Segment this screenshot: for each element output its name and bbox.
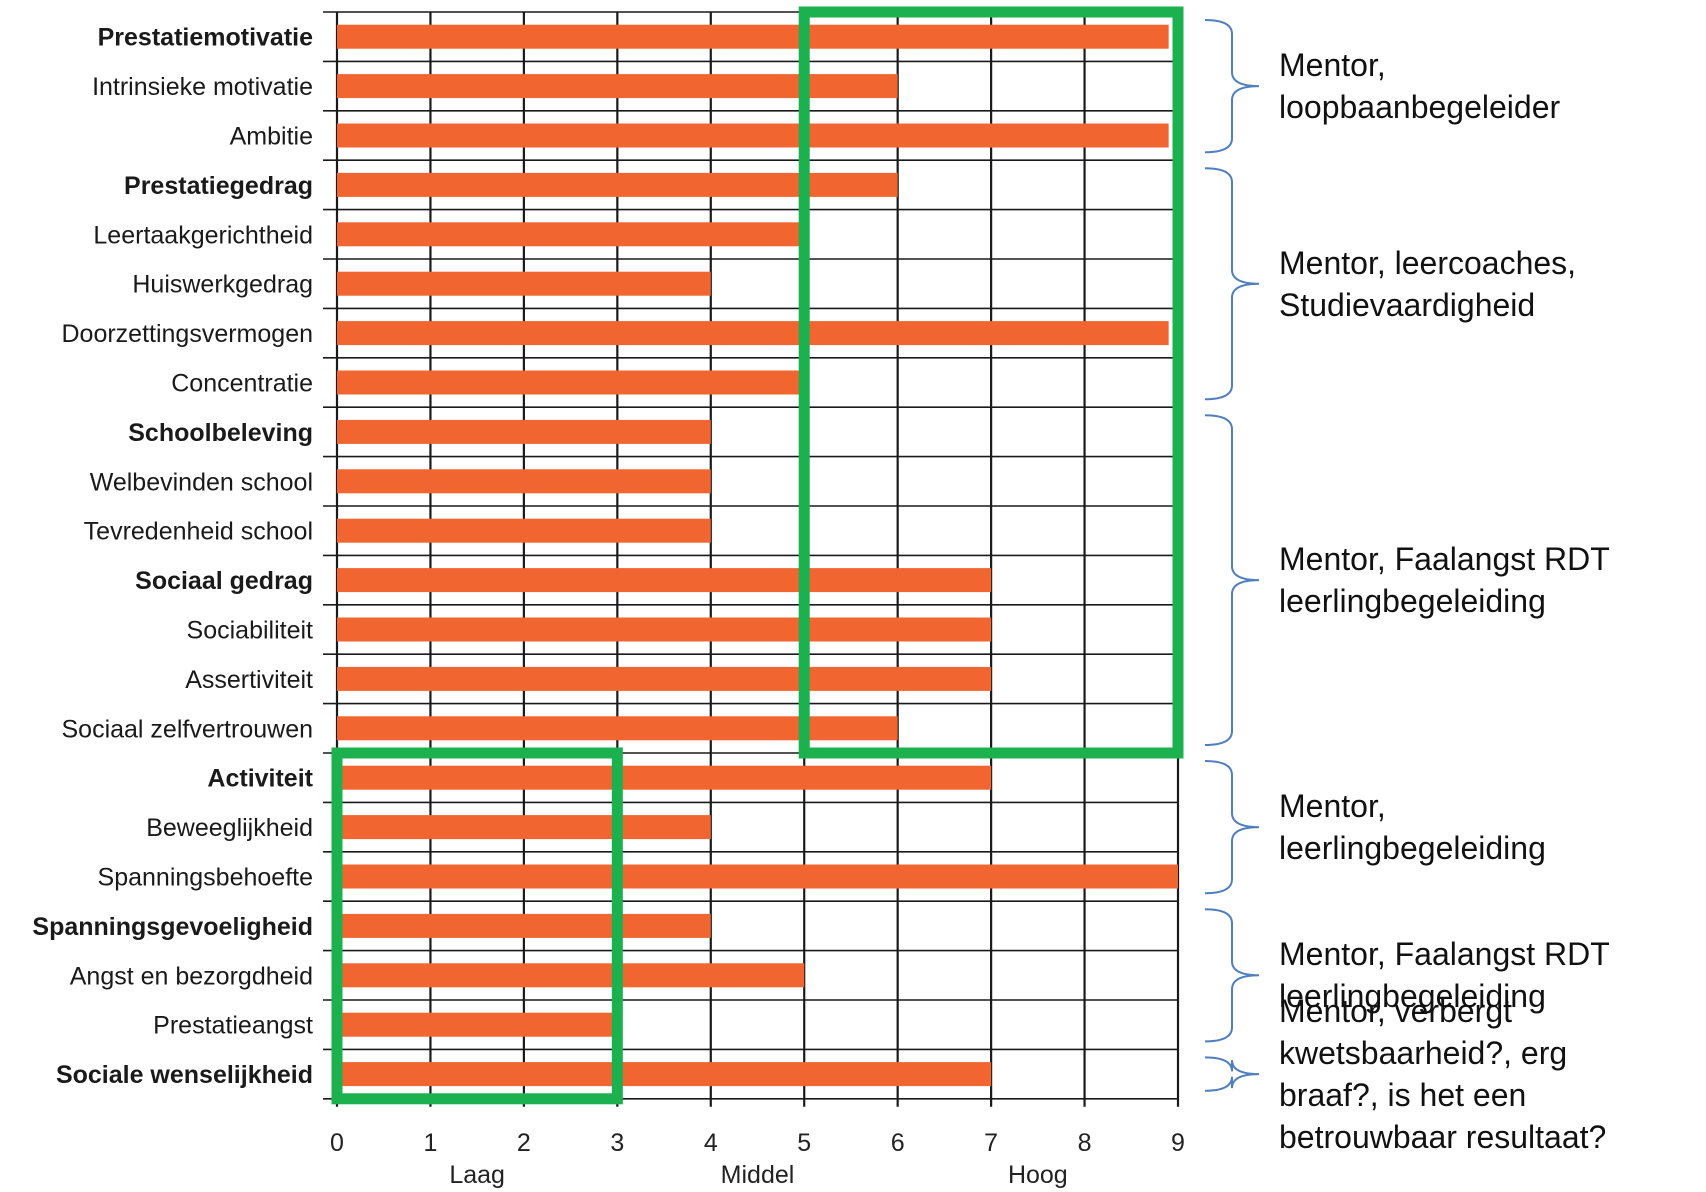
category-labels: Prestatiemotivatie Intrinsieke motivatie A… [32,24,313,1089]
category-label-10: Tevredenheid school [84,518,313,546]
bar-20 [337,1012,618,1037]
category-label-21: Sociale wenselijkheid [56,1061,313,1089]
category-label-0: Prestatiemotivatie [98,24,313,52]
tick-label-4: 4 [704,1129,718,1157]
tick-label-6: 6 [891,1129,905,1157]
group-note-0: Mentor, loopbaanbegeleider [1279,47,1561,126]
bar-15 [337,765,992,790]
bar-0 [337,24,1169,49]
bar-8 [337,419,711,444]
tick-label-3: 3 [610,1129,624,1157]
band-label-0: Laag [449,1161,505,1189]
bar-16 [337,815,711,840]
category-label-16: Beweeglijkheid [146,814,313,842]
highlight-box-1 [331,747,623,1105]
category-label-12: Sociabiliteit [187,617,314,645]
category-label-7: Concentratie [171,370,313,398]
category-label-6: Doorzettingsvermogen [61,320,313,348]
highlight-boxes [331,6,1184,1105]
bar-5 [337,271,711,296]
bar-21 [337,1062,992,1087]
brace-1 [1204,167,1260,401]
tick-label-8: 8 [1078,1129,1092,1157]
bar-4 [337,222,805,247]
brace-2 [1204,414,1260,746]
category-label-2: Ambitie [230,123,313,151]
bar-2 [337,123,1169,148]
brace-0 [1204,19,1260,154]
category-label-17: Spanningsbehoefte [98,864,313,892]
tick-label-7: 7 [984,1129,998,1157]
category-label-1: Intrinsieke motivatie [92,73,313,101]
bar-6 [337,321,1169,346]
category-label-20: Prestatieangst [153,1012,313,1040]
bar-12 [337,617,992,642]
bar-10 [337,518,711,543]
brace-5 [1204,1056,1260,1092]
category-label-8: Schoolbeleving [128,419,313,447]
bar-3 [337,172,898,197]
tick-label-1: 1 [423,1129,437,1157]
category-label-14: Sociaal zelfvertrouwen [61,715,313,743]
group-note-3: Mentor, leerlingbegeleiding [1279,788,1546,867]
bar-9 [337,469,711,494]
group-note-5: Mentor, verbergt kwetsbaarheid?, erg bra… [1279,993,1607,1156]
category-label-18: Spanningsgevoeligheid [32,913,313,941]
tick-label-2: 2 [517,1129,531,1157]
group-note-4: Mentor, Faalangst RDT leerlingbegeleidin… [1279,936,1610,1015]
category-label-4: Leertaakgerichtheid [93,221,313,249]
category-label-11: Sociaal gedrag [135,567,313,595]
group-note-1: Mentor, leercoaches, Studievaardigheid [1279,244,1577,323]
highlight-box-0 [798,6,1184,759]
bar-13 [337,666,992,691]
x-axis-ticks: 0 1 2 3 4 5 6 7 8 9 Laag Middel Hoog [330,1129,1185,1189]
bar-11 [337,568,992,593]
bar-1 [337,74,898,99]
category-label-9: Welbevinden school [90,468,313,496]
category-label-3: Prestatiegedrag [124,172,313,200]
band-label-2: Hoog [1008,1161,1068,1189]
category-label-5: Huiswerkgedrag [132,271,313,299]
bar-7 [337,370,805,395]
bar-14 [337,716,898,741]
group-note-2: Mentor, Faalangst RDT leerlingbegeleidin… [1279,541,1610,620]
tick-label-9: 9 [1171,1129,1185,1157]
tick-label-5: 5 [797,1129,811,1157]
bar-18 [337,913,711,938]
tick-label-0: 0 [330,1129,344,1157]
bar-19 [337,963,805,988]
group-braces [1204,19,1260,1092]
category-label-19: Angst en bezorgdheid [70,962,313,990]
category-label-13: Assertiviteit [185,666,313,694]
brace-4 [1204,908,1260,1043]
category-label-15: Activiteit [207,765,313,793]
band-label-1: Middel [721,1161,795,1189]
brace-3 [1204,760,1260,895]
bar-17 [337,864,1178,889]
